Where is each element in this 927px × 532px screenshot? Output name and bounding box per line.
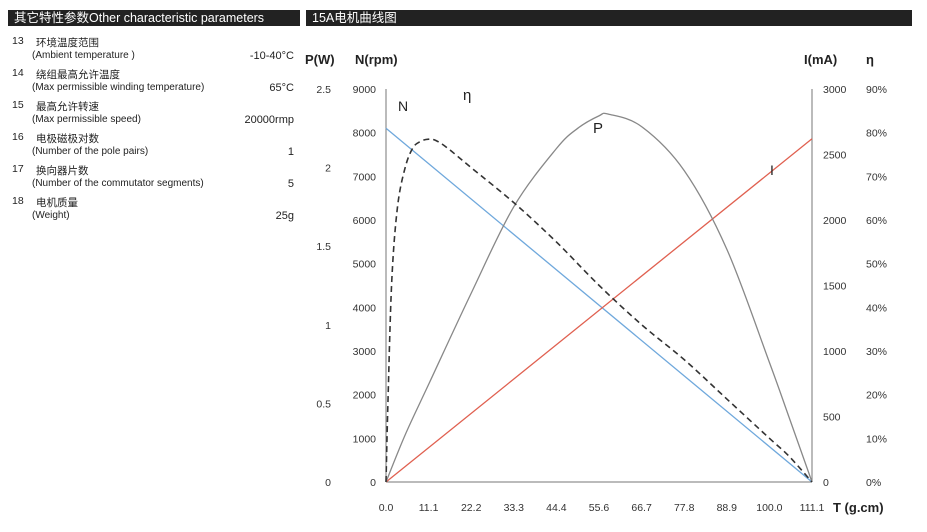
n-axis-tick: 6000 xyxy=(353,215,377,227)
x-axis-tick: 22.2 xyxy=(461,502,482,514)
i-axis-tick: 0 xyxy=(823,477,829,489)
p-axis-tick: 0.5 xyxy=(316,398,331,410)
eta-axis-title: η xyxy=(866,52,874,67)
x-axis-tick: 33.3 xyxy=(504,502,525,514)
eta-axis-tick: 50% xyxy=(866,259,887,271)
p-axis-tick: 1.5 xyxy=(316,241,331,253)
p-axis-tick: 2 xyxy=(325,163,331,175)
p-curve xyxy=(386,113,812,482)
n-axis-tick: 5000 xyxy=(353,259,377,271)
eta-axis-tick: 40% xyxy=(866,302,887,314)
n-axis-tick: 2000 xyxy=(353,390,377,402)
p-axis-title: P(W) xyxy=(305,52,335,67)
eta-axis-tick: 60% xyxy=(866,215,887,227)
x-axis-tick: 0.0 xyxy=(379,502,394,514)
eta-curve-label: η xyxy=(463,87,471,104)
x-axis-tick: 55.6 xyxy=(589,502,610,514)
i-axis-tick: 2500 xyxy=(823,150,847,162)
eta-axis-tick: 80% xyxy=(866,128,887,140)
p-axis-tick: 1 xyxy=(325,320,331,332)
n-axis-tick: 8000 xyxy=(353,128,377,140)
x-axis-tick: 88.9 xyxy=(717,502,738,514)
i-axis-title: I(mA) xyxy=(804,52,837,67)
i-axis-tick: 1500 xyxy=(823,281,847,293)
p-axis-tick: 0 xyxy=(325,477,331,489)
n-axis-tick: 3000 xyxy=(353,346,377,358)
n-curve-label: N xyxy=(398,98,408,114)
i-axis-tick: 3000 xyxy=(823,84,847,96)
n-axis-title: N(rpm) xyxy=(355,52,398,67)
i-curve xyxy=(386,139,812,482)
i-axis-tick: 500 xyxy=(823,412,841,424)
i-curve-label: I xyxy=(770,162,774,178)
eta-axis-tick: 0% xyxy=(866,477,881,489)
x-axis-tick: 100.0 xyxy=(756,502,782,514)
eta-axis-tick: 30% xyxy=(866,346,887,358)
x-axis-tick: 111.1 xyxy=(800,502,825,514)
n-axis-tick: 0 xyxy=(370,477,376,489)
eta-axis-tick: 20% xyxy=(866,390,887,402)
x-axis-title: T (g.cm) xyxy=(833,500,884,515)
motor-curve-chart: 00.511.522.50100020003000400050006000700… xyxy=(0,0,927,532)
n-axis-tick: 4000 xyxy=(353,302,377,314)
p-axis-tick: 2.5 xyxy=(316,84,331,96)
eta-axis-tick: 90% xyxy=(866,84,887,96)
x-axis-tick: 44.4 xyxy=(546,502,567,514)
eta-axis-tick: 70% xyxy=(866,171,887,183)
x-axis-tick: 77.8 xyxy=(674,502,695,514)
eta-axis-tick: 10% xyxy=(866,433,887,445)
p-curve-label: P xyxy=(593,120,603,137)
i-axis-tick: 1000 xyxy=(823,346,847,358)
n-axis-tick: 7000 xyxy=(353,171,377,183)
n-axis-tick: 9000 xyxy=(353,84,377,96)
x-axis-tick: 11.1 xyxy=(419,502,439,514)
i-axis-tick: 2000 xyxy=(823,215,847,227)
n-axis-tick: 1000 xyxy=(353,433,377,445)
x-axis-tick: 66.7 xyxy=(631,502,652,514)
